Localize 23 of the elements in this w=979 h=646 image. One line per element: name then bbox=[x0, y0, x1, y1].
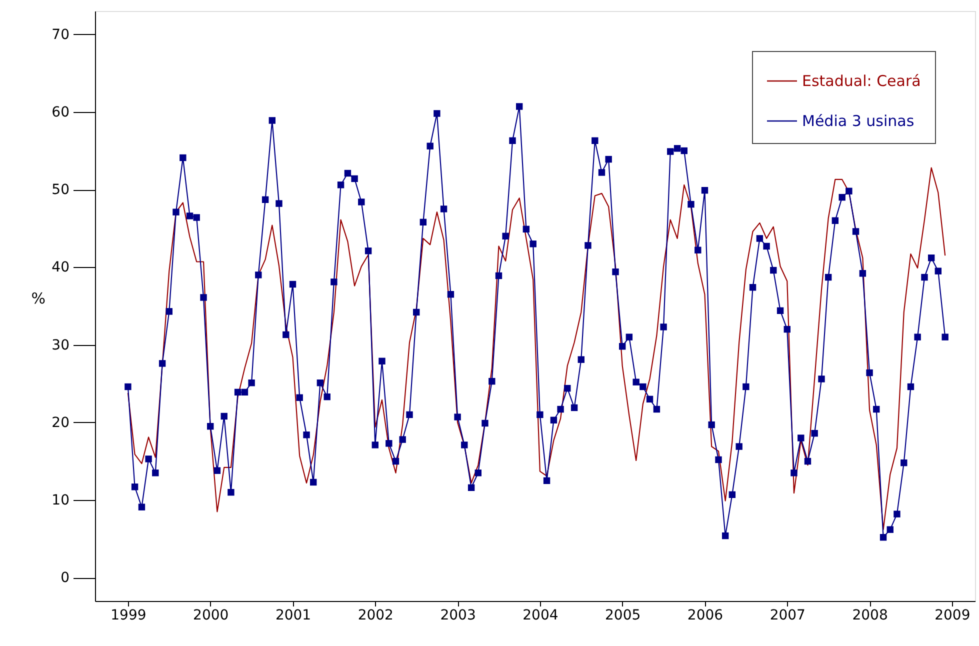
x-tick-label: 2000 bbox=[193, 608, 229, 624]
line-series bbox=[127, 167, 946, 530]
legend-label: Média 3 usinas bbox=[802, 112, 914, 130]
y-tick-label: 30 bbox=[52, 337, 70, 354]
y-tick-label: 60 bbox=[52, 104, 70, 120]
x-tick-label: 2004 bbox=[522, 608, 558, 624]
y-tick-label: 50 bbox=[52, 182, 70, 198]
x-tick-label: 1999 bbox=[110, 608, 146, 624]
y-tick-label: 70 bbox=[52, 26, 70, 43]
x-tick-label: 2003 bbox=[440, 608, 476, 624]
y-tick-label: 20 bbox=[52, 414, 70, 431]
x-tick-label: 2007 bbox=[770, 608, 806, 624]
x-tick-label: 2001 bbox=[275, 608, 312, 624]
x-tick-label: 2006 bbox=[687, 608, 724, 624]
y-tick-label: 0 bbox=[60, 570, 70, 586]
x-tick-label: 2008 bbox=[852, 608, 888, 624]
y-tick-label: 10 bbox=[52, 492, 70, 509]
legend-label: Estadual: Ceará bbox=[802, 72, 921, 90]
y-axis-title: % bbox=[31, 290, 46, 308]
x-tick-label: 2002 bbox=[358, 608, 394, 624]
x-tick-label: 2009 bbox=[934, 608, 970, 624]
y-tick-label: 40 bbox=[52, 260, 70, 276]
x-tick-label: 2005 bbox=[605, 608, 641, 624]
